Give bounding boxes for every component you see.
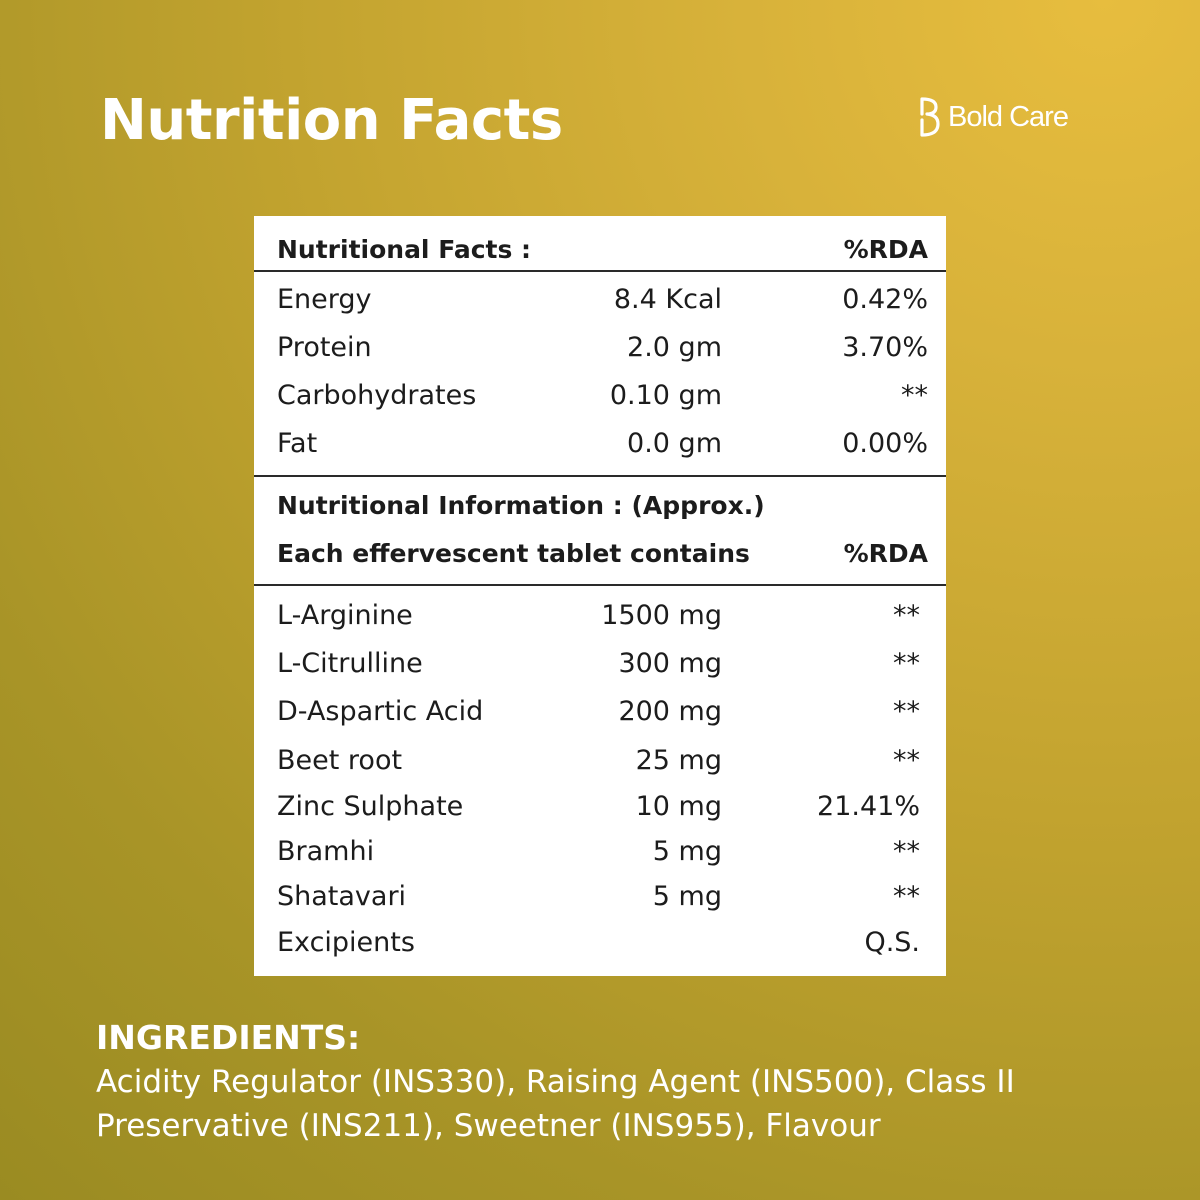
nutrient-name: Carbohydrates — [277, 380, 477, 411]
facts-header-rda: %RDA — [843, 235, 928, 264]
ingredient-amount: 200 mg — [618, 696, 722, 727]
ingredients-line-1: Acidity Regulator (INS330), Raising Agen… — [96, 1064, 1015, 1100]
info-header-rda: %RDA — [843, 539, 928, 568]
ingredient-name: Zinc Sulphate — [277, 791, 464, 822]
nutrient-rda: ** — [901, 380, 928, 411]
info-header-subtitle: Each effervescent tablet contains — [277, 539, 750, 568]
table-row: Shatavari 5 mg ** — [254, 877, 946, 917]
ingredient-rda: Q.S. — [864, 927, 920, 958]
ingredient-name: L-Arginine — [277, 600, 413, 631]
ingredient-amount: 10 mg — [635, 791, 722, 822]
nutrient-name: Energy — [277, 284, 372, 315]
ingredients-line-2: Preservative (INS211), Sweetner (INS955)… — [96, 1108, 881, 1144]
table-row: L-Citrulline 300 mg ** — [254, 644, 946, 684]
table-row: Beet root 25 mg ** — [254, 741, 946, 781]
table-row: Energy 8.4 Kcal 0.42% — [254, 280, 946, 320]
nutrient-rda: 0.42% — [842, 284, 928, 315]
table-row: Fat 0.0 gm 0.00% — [254, 424, 946, 464]
ingredient-rda: ** — [893, 696, 920, 727]
ingredient-rda: ** — [893, 881, 920, 912]
table-row: Protein 2.0 gm 3.70% — [254, 328, 946, 368]
nutrient-rda: 3.70% — [842, 332, 928, 363]
table-row: L-Arginine 1500 mg ** — [254, 596, 946, 636]
nutrient-amount: 0.0 gm — [627, 428, 722, 459]
table-row: Carbohydrates 0.10 gm ** — [254, 376, 946, 416]
bold-care-b-logo-icon — [920, 97, 940, 137]
ingredient-amount: 25 mg — [635, 745, 722, 776]
ingredient-rda: ** — [893, 836, 920, 867]
ingredients-section: INGREDIENTS: Acidity Regulator (INS330),… — [96, 1016, 1156, 1148]
nutrient-name: Fat — [277, 428, 318, 459]
info-header-line1: Nutritional Information : (Approx.) — [254, 486, 946, 526]
ingredient-amount: 5 mg — [652, 836, 722, 867]
nutrient-amount: 8.4 Kcal — [613, 284, 722, 315]
ingredient-name: Bramhi — [277, 836, 375, 867]
nutrient-name: Protein — [277, 332, 372, 363]
ingredient-rda: ** — [893, 648, 920, 679]
nutrient-amount: 0.10 gm — [609, 380, 722, 411]
ingredient-name: Beet root — [277, 745, 403, 776]
divider — [254, 270, 946, 272]
ingredient-amount: 5 mg — [652, 881, 722, 912]
facts-header-label: Nutritional Facts : — [277, 235, 532, 264]
nutrient-rda: 0.00% — [842, 428, 928, 459]
ingredients-heading: INGREDIENTS: — [96, 1018, 361, 1057]
table-row: Bramhi 5 mg ** — [254, 832, 946, 872]
divider — [254, 475, 946, 477]
page-title: Nutrition Facts — [100, 88, 563, 153]
ingredient-name: L-Citrulline — [277, 648, 423, 679]
ingredient-amount: 1500 mg — [601, 600, 722, 631]
ingredient-name: Excipients — [277, 927, 415, 958]
brand-name: Bold Care — [948, 100, 1069, 133]
ingredient-amount: 300 mg — [618, 648, 722, 679]
ingredient-name: Shatavari — [277, 881, 407, 912]
ingredient-rda: 21.41% — [817, 791, 920, 822]
nutrition-table: Nutritional Facts : %RDA Energy 8.4 Kcal… — [254, 216, 946, 976]
ingredient-rda: ** — [893, 600, 920, 631]
info-header-title: Nutritional Information : (Approx.) — [277, 491, 765, 520]
table-row: D-Aspartic Acid 200 mg ** — [254, 692, 946, 732]
info-header-line2: Each effervescent tablet contains %RDA — [254, 534, 946, 574]
facts-header: Nutritional Facts : %RDA — [254, 230, 946, 270]
table-row: Zinc Sulphate 10 mg 21.41% — [254, 787, 946, 827]
table-row: Excipients Q.S. — [254, 923, 946, 963]
divider — [254, 584, 946, 586]
ingredient-rda: ** — [893, 745, 920, 776]
ingredient-name: D-Aspartic Acid — [277, 696, 484, 727]
nutrient-amount: 2.0 gm — [627, 332, 722, 363]
brand-logo: Bold Care — [918, 94, 1069, 140]
